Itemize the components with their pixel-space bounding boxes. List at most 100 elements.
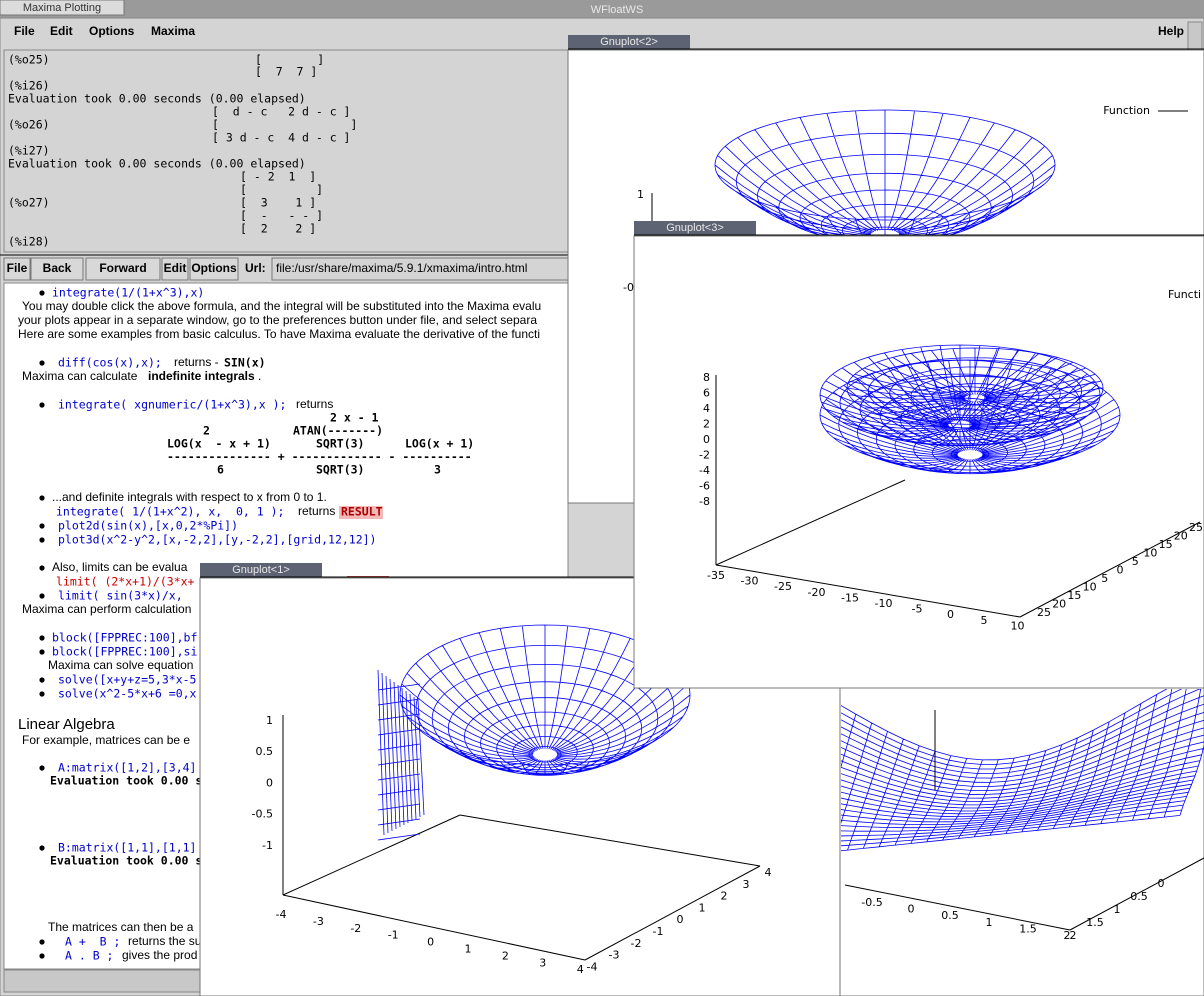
title-bar <box>0 0 1204 18</box>
menu-item[interactable]: File <box>14 24 35 38</box>
button[interactable] <box>189 257 239 281</box>
console-line: [ - - - ] <box>240 209 323 223</box>
y-tick-label: 20 <box>1174 530 1188 543</box>
document-text: Here are some examples from basic calcul… <box>18 327 540 341</box>
button-label[interactable]: Back <box>43 261 72 275</box>
document-text: --------------- + ------------- - ------… <box>167 450 472 464</box>
document-text: ...and definite integrals with respect t… <box>52 490 327 504</box>
document-text: diff(cos(x),x); <box>58 356 162 370</box>
mesh <box>399 624 691 776</box>
x-tick-label: -10 <box>875 597 893 610</box>
y-tick-label: 2 <box>1070 929 1077 942</box>
y-tick-label: 1.5 <box>1086 916 1104 929</box>
document-text: Evaluation took 0.00 s <box>50 854 202 868</box>
y-tick-label: 3 <box>743 878 750 891</box>
y-tick-label: 1 <box>699 901 706 914</box>
document-text: The matrices can then be a <box>48 920 194 934</box>
bullet <box>39 765 45 771</box>
document-text: 2 <box>203 424 210 438</box>
document-text: plot2d(sin(x),[x,0,2*%Pi]) <box>58 519 238 533</box>
menu-item[interactable]: Maxima <box>151 24 195 38</box>
document-text: RESULT <box>341 505 383 519</box>
menu-item[interactable]: Options <box>89 24 135 38</box>
y-tick-label: 2 <box>721 890 728 903</box>
document-text: integrate( xgnumeric/(1+x^3),x ); <box>58 398 286 412</box>
document-text: indefinite integrals <box>148 369 255 383</box>
y-tick-label: 10 <box>1143 547 1157 560</box>
x-tick-label: 1.5 <box>1019 922 1037 935</box>
document-text: LOG(x + 1) <box>405 437 474 451</box>
bullet <box>39 953 45 959</box>
bullet <box>39 939 45 945</box>
bullet <box>39 845 45 851</box>
x-tick-label: -15 <box>841 591 859 604</box>
axis <box>1069 857 1204 931</box>
x-tick-label: 2 <box>502 949 509 962</box>
x-tick-label: 2 <box>1064 929 1071 942</box>
document-text: 6 <box>217 463 224 477</box>
y-tick-label: -3 <box>609 949 620 962</box>
z-tick-label: -0 <box>623 281 634 294</box>
document-text: SQRT(3) <box>316 463 364 477</box>
y-tick-label: -1 <box>653 925 664 938</box>
bullet <box>39 523 45 529</box>
scrollbar <box>1187 21 1203 53</box>
y-tick-label: 10 <box>1083 581 1097 594</box>
document-text: returns <box>296 397 333 411</box>
url-label: Url: <box>245 261 266 275</box>
x-tick-label: -3 <box>313 915 324 928</box>
axis <box>584 865 761 961</box>
console-line: [ 2 2 ] <box>240 222 316 236</box>
bullet <box>39 537 45 543</box>
z-tick-label: 1 <box>637 188 644 201</box>
mesh <box>846 347 1104 429</box>
plot-window <box>633 235 1204 689</box>
legend-label: Function <box>1103 104 1150 117</box>
button[interactable] <box>3 257 31 281</box>
x-tick-label: 10 <box>1011 619 1025 632</box>
y-tick-label: 25 <box>1037 606 1051 619</box>
document-text: A + B ; <box>65 935 120 949</box>
document-text: ATAN(-------) <box>293 424 383 438</box>
button[interactable] <box>85 257 161 281</box>
console-line: (%o25) <box>8 53 50 67</box>
bullet <box>39 649 45 655</box>
x-tick-label: -30 <box>741 575 759 588</box>
button-label[interactable]: Forward <box>99 261 146 275</box>
button-label[interactable]: Edit <box>164 261 187 275</box>
window-title: Gnuplot<3> <box>666 222 724 234</box>
x-tick-label: 5 <box>981 614 988 627</box>
button-label[interactable]: Options <box>191 261 237 275</box>
button[interactable] <box>30 257 84 281</box>
console-line: (%i27) <box>8 144 50 158</box>
document-text: block([FPPREC:100],bf <box>52 631 197 645</box>
z-tick-label: -2 <box>699 449 710 462</box>
window-title: WFloatWS <box>591 4 644 16</box>
menu-item[interactable]: Help <box>1158 24 1184 38</box>
x-tick-label: -2 <box>350 922 361 935</box>
menu-item[interactable]: Edit <box>50 24 73 38</box>
button[interactable] <box>161 257 189 281</box>
x-tick-label: 4 <box>577 963 584 976</box>
document-text: SQRT(3) <box>316 437 364 451</box>
document-text: solve([x+y+z=5,3*x-5 <box>58 673 196 687</box>
document-text: You may double click the above formula, … <box>22 299 541 313</box>
window-title-tab <box>200 563 322 577</box>
z-tick-label: 8 <box>703 371 710 384</box>
x-tick-label: -0.5 <box>861 896 882 909</box>
plot-area: -0.5 0 0.5 1 1.5 2 2 1.5 1 0.5 0 <box>841 689 1204 942</box>
document-text: LOG(x - x + 1) <box>167 437 271 451</box>
window-title: Gnuplot<1> <box>232 564 290 576</box>
tab <box>0 0 125 16</box>
x-tick-label: -1 <box>388 929 399 942</box>
document-text: returns <box>298 504 335 518</box>
y-tick-label: 0 <box>1158 877 1165 890</box>
window-title-tab <box>568 35 690 49</box>
console-line: Evaluation took 0.00 seconds (0.00 elaps… <box>8 92 306 106</box>
axis <box>844 884 1071 931</box>
z-tick-label: 1 <box>266 714 273 727</box>
x-tick-label: 0 <box>947 608 954 621</box>
button-label[interactable]: File <box>7 261 28 275</box>
bullet <box>39 565 45 571</box>
y-tick-label: 0 <box>677 913 684 926</box>
